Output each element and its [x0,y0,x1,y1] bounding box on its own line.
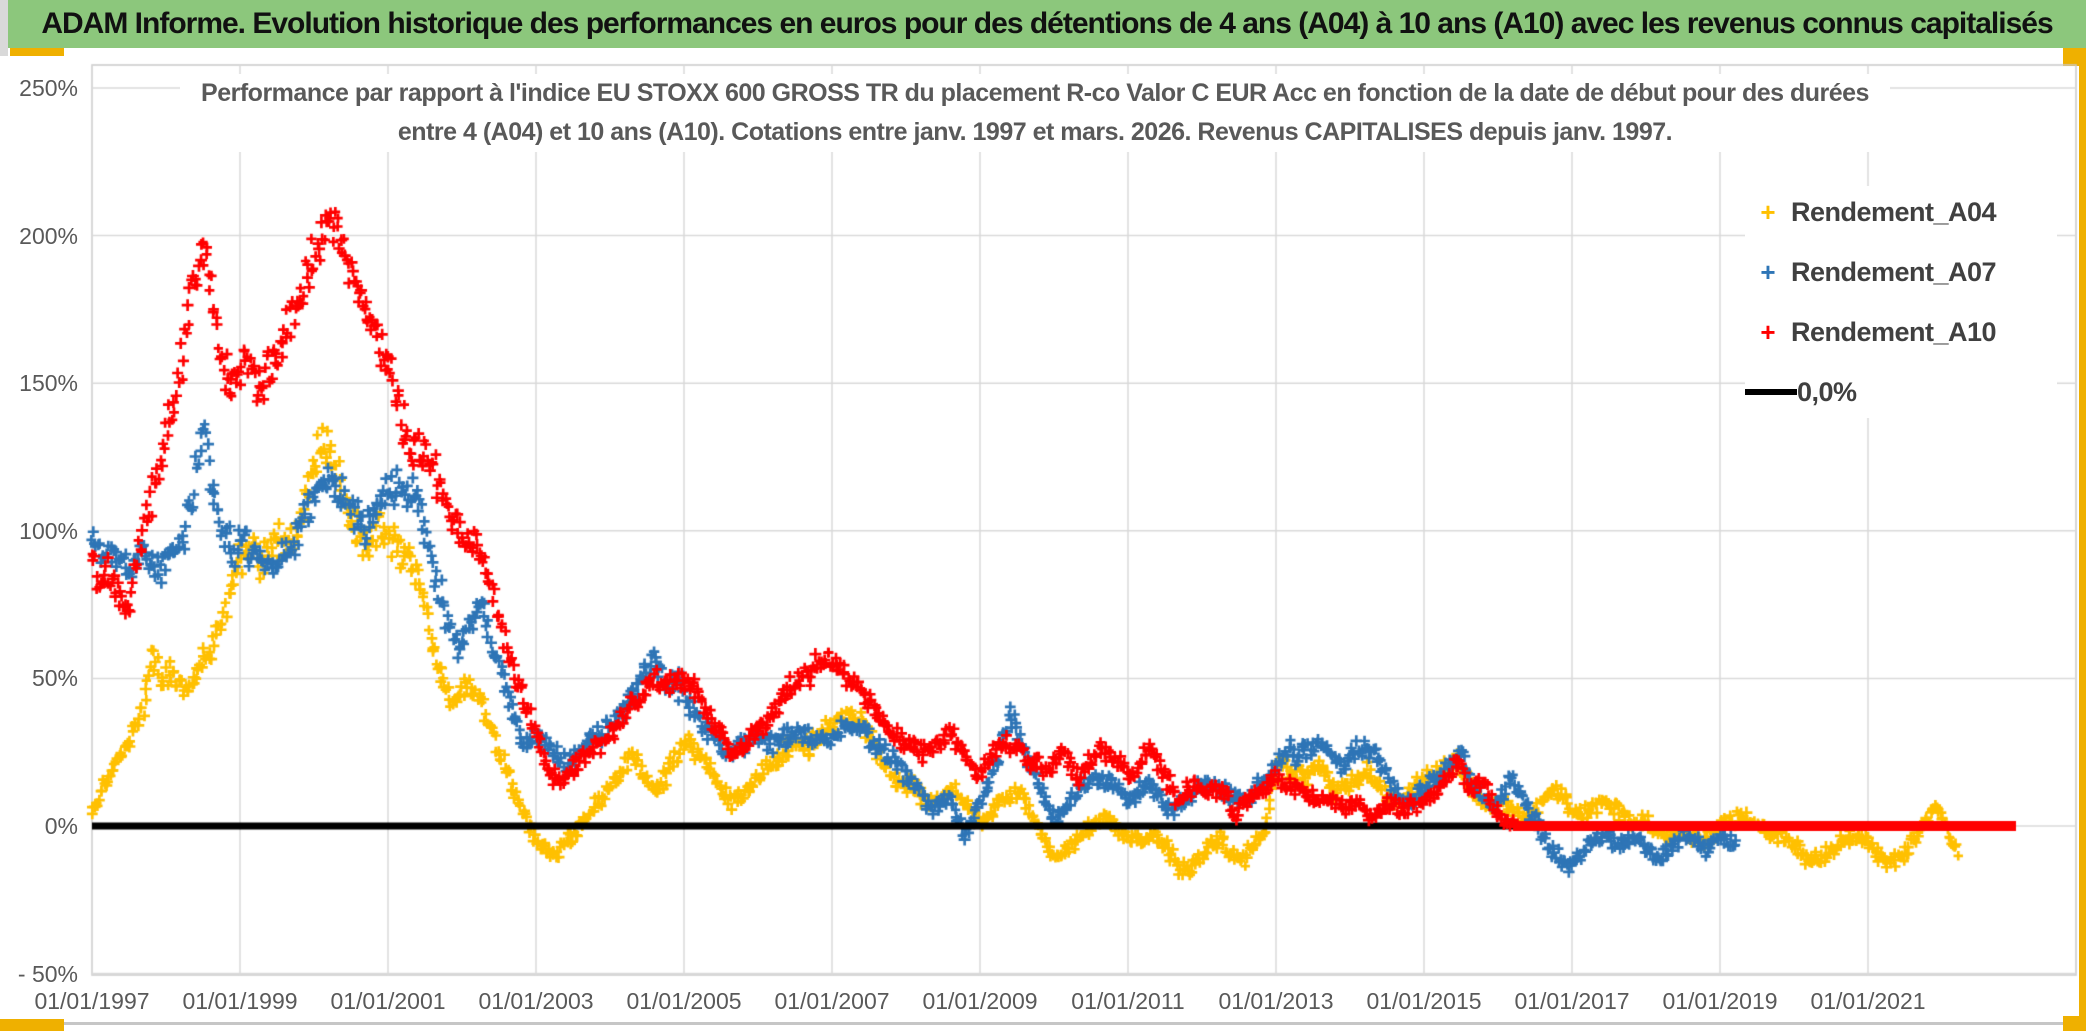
legend-item-label: Rendement_A10 [1791,316,1997,347]
legend-zero-line-icon [1745,389,1797,395]
x-axis-tick-label: 01/01/2003 [478,988,594,1014]
legend-item-label: Rendement_A04 [1791,196,1997,227]
legend-item-0-0-[interactable]: 0,0% [1745,372,2057,412]
legend-item-rendement-a10[interactable]: + Rendement_A10 [1745,312,2057,352]
y-axis-tick-label: 50% [31,665,78,692]
x-axis-tick-label: 01/01/2017 [1514,988,1630,1014]
x-axis-tick-label: 01/01/2001 [330,988,446,1014]
x-axis-tick-label: 01/01/1999 [182,988,298,1014]
legend-plus-marker-icon: + [1760,197,1776,227]
x-axis-tick-label: 01/01/2011 [1071,988,1185,1014]
y-axis-tick-label: 200% [19,222,78,249]
y-axis-tick-label: 150% [19,370,78,397]
x-axis-tick-label: 01/01/2005 [626,988,742,1014]
y-axis-tick-label: - 50% [17,960,78,987]
x-axis-tick-label: 01/01/2021 [1810,988,1926,1014]
chart-title-line2: entre 4 (A04) et 10 ans (A10). Cotations… [397,118,1673,146]
x-axis-tick-label: 01/01/2007 [774,988,890,1014]
legend-item-label: Rendement_A07 [1791,256,1997,287]
chart-title: Performance par rapport à l'indice EU ST… [180,74,1890,152]
x-axis-tick-label: 01/01/2009 [922,988,1038,1014]
x-axis-tick-label: 01/01/2013 [1218,988,1334,1014]
x-axis-tick-label: 01/01/2015 [1366,988,1482,1014]
legend-item-rendement-a04[interactable]: + Rendement_A04 [1745,192,2057,232]
y-axis-tick-label: 100% [19,517,78,544]
legend-plus-marker-icon: + [1760,257,1776,287]
x-axis-tick-label: 01/01/1997 [34,988,150,1014]
x-axis-tick-label: 01/01/2019 [1662,988,1778,1014]
y-axis-tick-label: 0% [44,813,78,839]
legend-item-rendement-a07[interactable]: + Rendement_A07 [1745,252,2057,292]
y-axis-tick-label: 250% [19,75,78,101]
legend-plus-marker-icon: + [1760,317,1776,347]
chart-title-line1: Performance par rapport à l'indice EU ST… [201,79,1869,107]
chart-legend: + Rendement_A04 + Rendement_A07 + Rendement_A… [1745,186,2057,418]
legend-item-label: 0,0% [1797,376,1857,407]
